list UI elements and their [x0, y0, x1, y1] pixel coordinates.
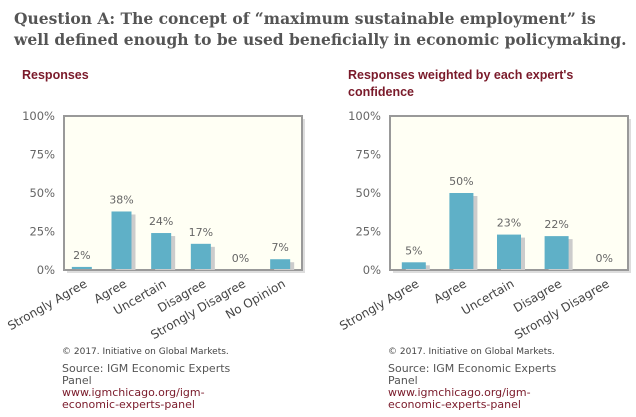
plot-area: [63, 115, 303, 271]
data-label: 24%: [149, 215, 173, 228]
x-tick-label: Strongly Agree: [5, 276, 89, 333]
y-tick-label: 25%: [355, 225, 381, 239]
copyright-left: © 2017. Initiative on Global Markets.: [62, 347, 229, 357]
data-label: 5%: [405, 244, 422, 257]
source-text: Source: IGM Economic Experts Panel: [62, 362, 231, 387]
bar: [544, 236, 569, 269]
y-tick-label: 50%: [355, 186, 381, 200]
x-tick-label: Strongly Agree: [337, 276, 421, 333]
bar: [497, 234, 521, 269]
y-tick-label: 50%: [29, 186, 55, 200]
data-label: 38%: [109, 193, 133, 206]
source-text: Source: IGM Economic Experts Panel: [388, 362, 557, 387]
source-link[interactable]: www.igmchicago.org/igm-economic-experts-…: [62, 386, 205, 411]
chart-title-weighted: Responses weighted by each expert's conf…: [348, 68, 574, 99]
bar: [270, 259, 291, 269]
data-label: 23%: [497, 217, 521, 230]
weighted-responses-chart: 0% 25% 50% 75% 100% 5% Strongly Agree 50% Agree 2…: [337, 109, 631, 342]
y-tick-label: 75%: [29, 148, 55, 162]
bar: [401, 262, 426, 269]
y-tick-label: 0%: [37, 263, 55, 277]
bar: [151, 233, 172, 269]
x-tick-label: Agree: [431, 276, 469, 306]
data-label: 0%: [232, 252, 249, 265]
page-title: Question A: The concept of “maximum sust…: [14, 9, 627, 49]
data-label: 50%: [449, 175, 473, 188]
data-label: 7%: [271, 241, 288, 254]
source-link[interactable]: www.igmchicago.org/igm-economic-experts-…: [388, 386, 531, 411]
y-tick-label: 0%: [363, 263, 381, 277]
source-right: Source: IGM Economic Experts Panel www.i…: [388, 363, 578, 411]
chart-title-responses: Responses: [22, 68, 89, 82]
y-tick-label: 100%: [22, 109, 55, 123]
y-tick-label: 25%: [29, 225, 55, 239]
y-tick-label: 100%: [348, 109, 381, 123]
responses-chart: 0%25%50%75%100%2%Strongly Agree38%Agree2…: [5, 109, 305, 342]
data-label: 22%: [544, 218, 568, 231]
bar: [71, 266, 92, 269]
data-label: 2%: [73, 249, 90, 262]
data-label: 0%: [595, 252, 612, 265]
data-label: 17%: [189, 226, 213, 239]
bar: [449, 193, 474, 269]
y-tick-label: 75%: [355, 148, 381, 162]
copyright-right: © 2017. Initiative on Global Markets.: [388, 347, 555, 357]
bar: [111, 211, 132, 269]
bar: [190, 243, 211, 269]
x-tick-label: Uncertain: [459, 276, 517, 317]
source-left: Source: IGM Economic Experts Panel www.i…: [62, 363, 252, 411]
